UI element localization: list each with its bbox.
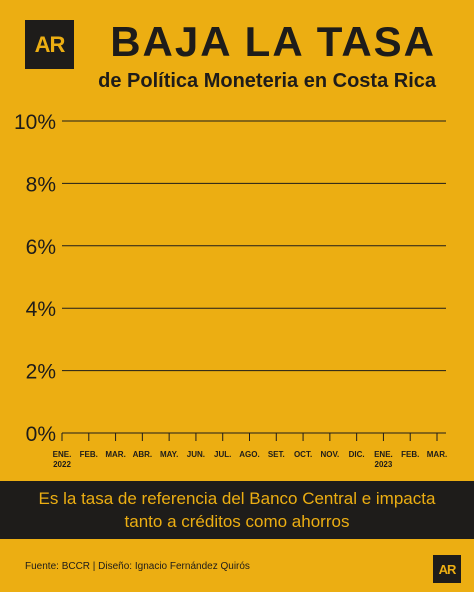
x-tick-label: MAY. [160,450,178,459]
x-tick-label: JUN. [187,450,205,459]
x-tick-label: MAR. [105,450,125,459]
x-tick-label: DIC. [349,450,365,459]
page-title: BAJA LA TASA [110,18,436,65]
x-tick-label: MAR. [427,450,447,459]
x-tick-label: AGO. [239,450,259,459]
y-tick-label: 10% [14,111,56,134]
x-tick-label: 2022 [53,460,71,469]
x-tick-label: FEB. [80,450,98,459]
x-tick-label: ENE. [374,450,393,459]
x-tick-label: SET. [268,450,285,459]
ar-logo: AR [25,20,74,69]
source-credit: Fuente: BCCR | Diseño: Ignacio Fernández… [25,561,250,572]
y-tick-label: 4% [26,298,56,321]
x-tick-label: ABR. [133,450,153,459]
x-tick-label: FEB. [401,450,419,459]
banner-text: Es la tasa de referencia del Banco Centr… [38,489,436,531]
ar-logo-small: AR [433,555,461,583]
x-tick-label: OCT. [294,450,312,459]
x-tick-label: JUL. [214,450,231,459]
x-tick-label: ENE. [53,450,72,459]
info-banner: Es la tasa de referencia del Banco Centr… [0,481,474,539]
x-tick-label: NOV. [320,450,339,459]
x-tick-label: 2023 [375,460,393,469]
y-tick-label: 6% [26,236,56,259]
y-tick-label: 0% [26,423,56,446]
y-tick-label: 2% [26,361,56,384]
y-tick-label: 8% [26,173,56,196]
page-subtitle: de Política Moneteria en Costa Rica [98,70,436,92]
